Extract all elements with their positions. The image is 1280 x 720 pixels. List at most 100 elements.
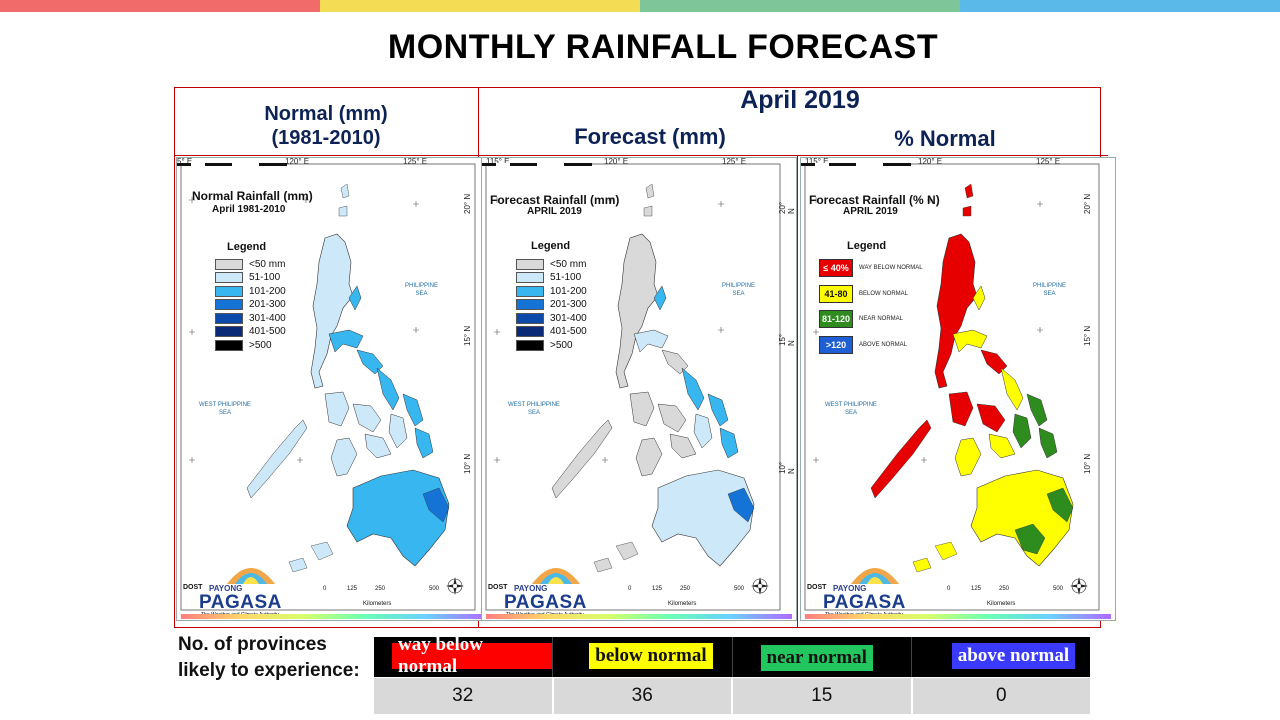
sea-label-line1: WEST PHILIPPINE [825,402,877,408]
lat-tick-2: 15° N [1083,325,1092,346]
sea-label-line2: SEA [527,410,540,416]
scale-bar [482,163,592,166]
category-header-cell: below normal [553,637,733,677]
strip-green [640,0,960,12]
scale-tick-0: 0 [947,586,951,592]
legend-item: 51-100 [215,272,280,284]
category-label: above normal [951,643,1076,669]
scale-unit: Kilometers [363,601,392,607]
strip-yellow [320,0,640,12]
legend-label: NEAR NORMAL [859,316,904,322]
color-gradient-strip [181,614,487,619]
legend-title: Legend [531,240,571,252]
sea-label-line1: PHILIPPINE [1033,283,1067,289]
legend-swatch [516,272,544,283]
legend-swatch: >120 [819,335,853,354]
strip-blue [960,0,1280,12]
legend-swatch [215,339,243,351]
month-header: April 2019 [740,86,860,114]
normal-header: Normal (mm) (1981-2010) [176,102,476,150]
sea-label-line2: SEA [732,291,745,297]
legend-swatch [215,272,243,283]
normal-header-line1: Normal (mm) [264,103,388,125]
count-row: 32 36 15 0 [374,678,1090,714]
legend-label: <50 mm [249,258,286,270]
header-divider [174,155,1108,156]
legend-item: 41-80 BELOW NORMAL [819,284,909,303]
map-grid-crosses [813,197,1043,463]
legend-label: 301-400 [550,312,587,324]
scale-tick-250: 250 [999,586,1010,592]
legend-swatch [516,312,544,324]
map-subtitle: APRIL 2019 [843,206,898,217]
logo-pagasa: PAGASA [199,592,282,613]
scale-tick-0: 0 [628,586,632,592]
category-label: below normal [589,643,713,669]
legend-label: >500 [249,339,272,351]
scale-tick-500: 500 [429,586,440,592]
legend-label: >500 [550,339,573,351]
sea-label-line1: PHILIPPINE [722,283,756,289]
normal-rainfall-map: 5° E 120° E 125° E 20° N 15° N 10° N Nor… [176,157,492,621]
map-title: Forecast Rainfall (mm) [490,193,620,207]
legend-item: 101-200 [516,285,587,297]
province-count-cell: 0 [995,685,1007,706]
scale-tick-125: 125 [971,586,982,592]
legend-label: 101-200 [249,285,286,297]
percent-map-islands [870,183,1074,573]
category-header-cell: above normal [912,637,1090,677]
province-count-cell: 36 [554,678,733,714]
scale-tick-250: 250 [680,586,691,592]
map-title: Normal Rainfall (mm) [192,189,313,203]
legend-swatch [516,299,544,310]
logo-dost: DOST [488,584,508,591]
lat-tick-1: 20° N [463,193,472,214]
percent-map-graphic [804,163,1100,611]
lat-tick-3: 10° N [463,453,472,474]
scale-unit: Kilometers [668,601,697,607]
sea-label-line1: PHILIPPINE [405,283,439,289]
map-subtitle: April 1981-2010 [212,204,286,215]
sea-label-line1: WEST PHILIPPINE [199,402,251,408]
legend-swatch: 41-80 [819,284,853,303]
scale-tick-500: 500 [734,586,745,592]
percent-normal-map: 115° E 120° E 125° E 20° N 15° N 10° N F… [800,157,1116,621]
lon-tick-1: 5° E [177,157,193,166]
lon-tick-2: 120° E [918,157,943,166]
legend-swatch [516,258,544,270]
legend-label: BELOW NORMAL [859,290,909,297]
lat-tick-1: 20° N [1083,193,1092,214]
legend-item: >500 [215,339,272,351]
legend-label: 51-100 [249,272,281,283]
scale-bar [177,163,287,166]
sea-label-line2: SEA [844,410,857,416]
compass-rose [446,577,464,595]
forecast-header: Forecast (mm) [574,124,726,149]
umbrella-icon [851,568,899,584]
normal-map-graphic [180,163,476,611]
pagasa-logo: DOST PAYONG PAGASA The Weather and Clima… [486,560,586,618]
logo-pagasa: PAGASA [823,592,906,613]
category-header-cell: near normal [733,637,912,677]
scale-tick-250: 250 [375,586,386,592]
legend-item: 51-100 [516,272,581,284]
category-label: way below normal [392,634,553,677]
west-philippine-sea-label: WEST PHILIPPINE SEA [199,401,251,417]
lon-tick-2: 120° E [285,157,310,166]
legend-label: 201-300 [550,299,587,310]
map-subtitle: APRIL 2019 [527,206,582,217]
province-count-cell: 32 [374,678,554,714]
legend-label: 401-500 [249,326,286,337]
legend-item: 401-500 [215,326,286,338]
legend-label: ABOVE NORMAL [859,341,908,348]
scale-tick-125: 125 [347,586,358,592]
sea-label-line2: SEA [218,410,231,416]
strip-red [0,0,320,12]
sea-label-line1: WEST PHILIPPINE [508,402,560,408]
category-header-row: way below normal below normal near normal a… [374,634,1090,677]
pagasa-logo: DOST PAYONG PAGASA The Weather and Clima… [181,560,282,618]
legend-label: 301-400 [249,312,286,324]
lon-tick-1: 115° E [486,157,510,166]
forecast-rainfall-map: 115° E 120° E 125° E 20° N 15° N 10° N F… [481,157,797,621]
lon-tick-3: 125° E [1036,157,1061,166]
